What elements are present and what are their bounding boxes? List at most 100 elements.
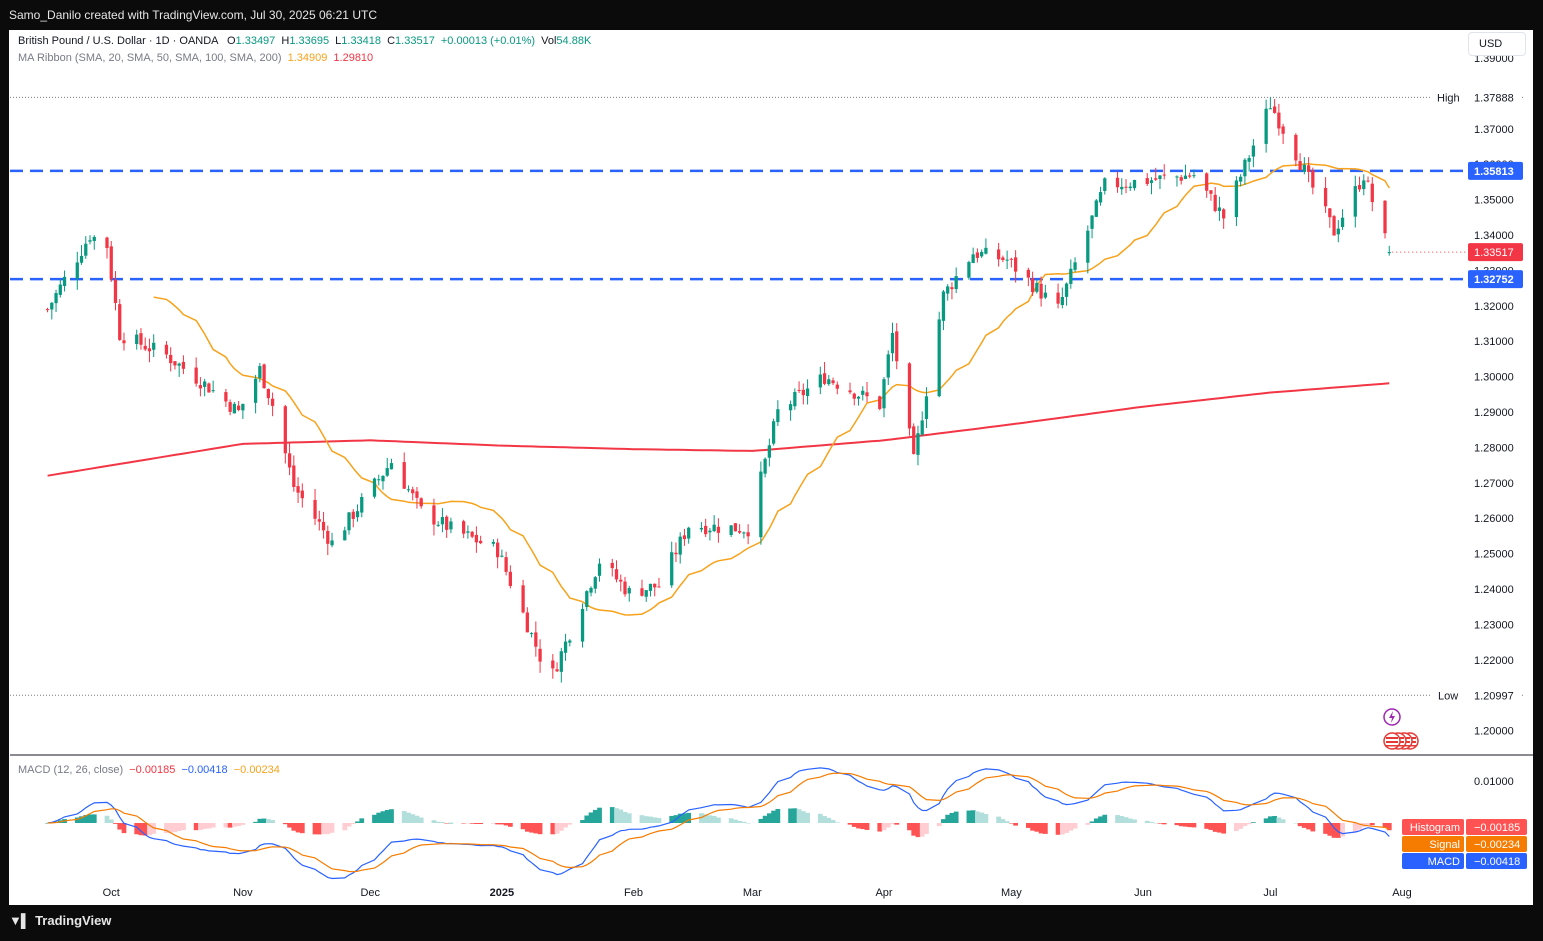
macd-histogram-bar — [890, 823, 895, 825]
candle — [118, 299, 122, 341]
macd-histogram-bar — [342, 823, 348, 831]
macd-histogram-bar — [1323, 823, 1328, 834]
histogram-name-label: Histogram — [1410, 822, 1460, 834]
candle-body — [771, 421, 776, 444]
us-flag-icon[interactable] — [1383, 732, 1419, 750]
currency-button[interactable]: USD — [1468, 32, 1526, 56]
macd-histogram-bar — [1102, 814, 1108, 823]
candle-body — [623, 581, 627, 595]
high-value: 1.37888 — [1474, 92, 1514, 104]
time-tick-label: Nov — [233, 887, 253, 899]
candle-body — [466, 531, 470, 533]
macd-histogram-bar — [261, 818, 267, 823]
candle — [203, 378, 207, 397]
macd-name-box — [1402, 853, 1464, 869]
macd-histogram-bar — [788, 808, 793, 823]
macd-histogram-bar — [728, 818, 734, 823]
lightning-icon[interactable] — [1383, 708, 1401, 726]
tradingview-logo[interactable]: ▼▌ TradingView — [9, 913, 111, 928]
candle-body — [1251, 145, 1256, 157]
macd-histogram-bar — [1310, 823, 1316, 832]
candle-body — [1009, 258, 1014, 260]
low-value: 1.33418 — [341, 35, 382, 47]
macd-histogram-bar — [1335, 823, 1341, 838]
macd-histogram-bar — [1251, 822, 1256, 823]
candle-body — [92, 236, 96, 241]
candle-body — [1298, 161, 1302, 171]
candle-body — [716, 526, 721, 533]
price-tick-label: 1.31000 — [1474, 336, 1514, 348]
ma200-value: 1.29810 — [333, 52, 374, 64]
candle — [699, 522, 704, 533]
macd-histogram-bar — [537, 823, 543, 835]
last-price-label: 1.33517 — [1474, 247, 1514, 259]
candle-body — [1145, 178, 1149, 185]
candle-body — [848, 390, 852, 393]
candle-body — [1192, 175, 1196, 177]
candle-body — [228, 402, 232, 412]
candle-body — [1222, 209, 1226, 219]
candle — [445, 515, 449, 538]
candle — [589, 586, 593, 597]
macd-histogram-bar — [911, 823, 917, 836]
candle-body — [593, 577, 597, 589]
candle — [317, 510, 321, 531]
candle-body — [495, 542, 500, 558]
macd-histogram-bar — [1132, 819, 1137, 823]
candle — [742, 531, 746, 539]
candle — [1030, 271, 1035, 296]
candle-body — [980, 251, 984, 257]
candle — [266, 388, 270, 405]
macd-histogram-bar — [796, 809, 802, 823]
candle — [1306, 157, 1311, 183]
candle — [805, 379, 810, 405]
macd-histogram-bar — [558, 823, 564, 831]
candle-body — [326, 530, 330, 544]
sma20-line — [153, 163, 1390, 616]
macd-histogram-bar — [401, 811, 407, 823]
macd-histogram-bar — [1221, 823, 1227, 834]
candle-body — [500, 555, 504, 557]
candle-body — [135, 334, 139, 345]
chart-frame[interactable] — [9, 30, 1533, 905]
candle — [402, 452, 406, 490]
candle-body — [563, 641, 568, 653]
candle-body — [835, 384, 839, 389]
candle-body — [984, 247, 988, 254]
candle-body — [432, 505, 436, 525]
candle — [1013, 250, 1018, 283]
candle — [449, 517, 453, 534]
macd-histogram-bar — [520, 823, 526, 830]
macd-histogram-bar — [1034, 823, 1040, 832]
candle — [113, 271, 118, 311]
low-label: Low — [1438, 690, 1458, 702]
macd-histogram-bar — [104, 815, 110, 823]
candle-body — [767, 445, 771, 458]
price-tick-label: 1.34000 — [1474, 230, 1514, 242]
candle-body — [1332, 216, 1336, 236]
macd-histogram-bar — [1293, 822, 1299, 824]
candle-body — [1302, 164, 1306, 172]
candle-body — [1060, 297, 1064, 306]
candle-body — [508, 571, 512, 587]
symbol-label: British Pound / U.S. Dollar · 1D · OANDA — [18, 35, 218, 47]
macd-histogram-bar — [1072, 823, 1078, 829]
macd-histogram-bar — [1025, 823, 1031, 828]
candle-body — [912, 426, 916, 454]
macd-histogram-bar — [346, 823, 352, 827]
candle — [1251, 139, 1256, 168]
candle-body — [470, 531, 474, 537]
candle-body — [865, 392, 869, 397]
macd-histogram-bar — [418, 817, 424, 823]
candle — [1145, 173, 1149, 187]
candle — [139, 328, 143, 350]
candle-body — [1175, 176, 1179, 178]
candle-body — [619, 579, 623, 582]
macd-histogram-bar — [1357, 823, 1362, 830]
open-value: 1.33497 — [235, 35, 276, 47]
candle-body — [895, 331, 899, 362]
candle-body — [479, 540, 483, 544]
candle-body — [313, 500, 317, 519]
candle-body — [916, 433, 920, 455]
